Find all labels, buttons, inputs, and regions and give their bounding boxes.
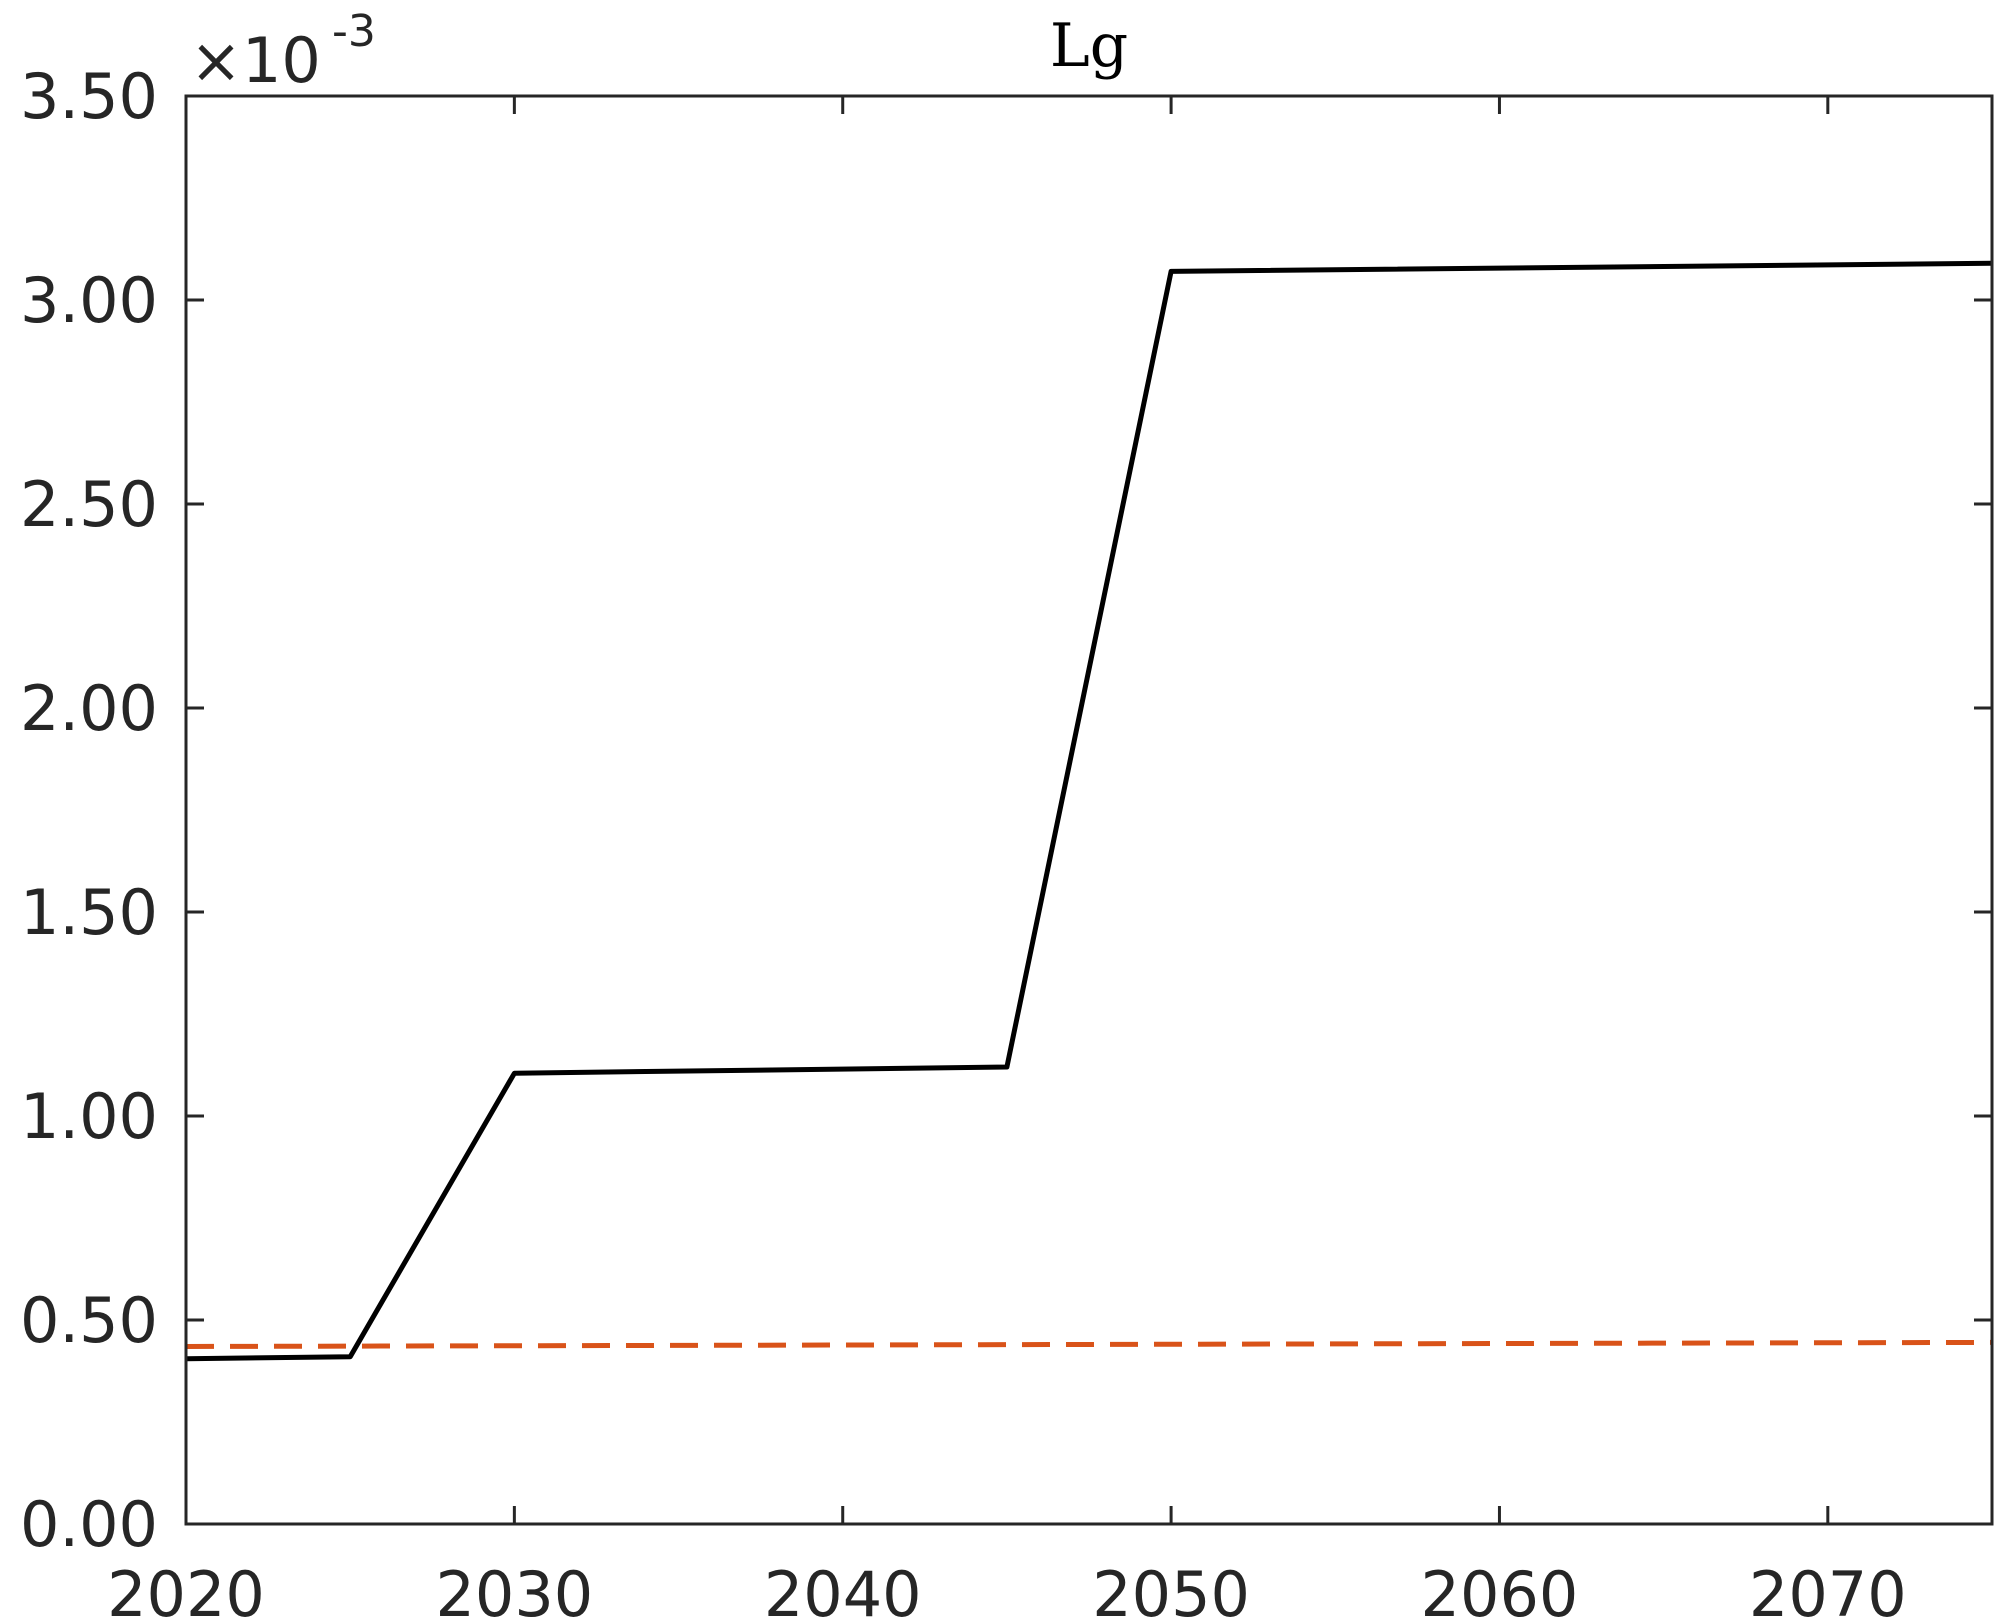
x-tick-label: 2070: [1749, 1558, 1907, 1622]
x-tick-label: 2060: [1421, 1558, 1579, 1622]
series-line-2: [185, 1339, 1993, 1349]
series-line-1: [185, 260, 1993, 1362]
y-exponent-base: ×10: [190, 24, 321, 97]
plot-background: [186, 96, 1992, 1524]
y-tick-label: 1.50: [20, 876, 158, 949]
y-tick-label: 2.50: [20, 468, 158, 541]
x-tick-label: 2040: [764, 1558, 922, 1622]
x-tick-label: 2020: [107, 1558, 265, 1622]
y-tick-label: 1.00: [20, 1080, 158, 1153]
y-tick-label: 0.00: [20, 1488, 158, 1561]
series-layer: [185, 260, 1993, 1362]
x-tick-label: 2050: [1092, 1558, 1250, 1622]
y-tick-label: 2.00: [20, 672, 158, 745]
chart-title: Lg: [1050, 11, 1128, 81]
plot-area: [186, 96, 1992, 1524]
x-tick-label: 2030: [435, 1558, 593, 1622]
y-tick-label: 3.00: [20, 264, 158, 337]
y-exponent-power: -3: [332, 6, 376, 57]
axes-frame: [184, 94, 1994, 1526]
y-tick-label: 3.50: [20, 60, 158, 133]
y-tick-label: 0.50: [20, 1284, 158, 1357]
axes-layer: 2020 2030 2040 2050 2060 2070 0.00 0.50 1.00 1.50…: [20, 60, 1994, 1622]
y-exponent-label: ×10 -3: [190, 6, 376, 97]
